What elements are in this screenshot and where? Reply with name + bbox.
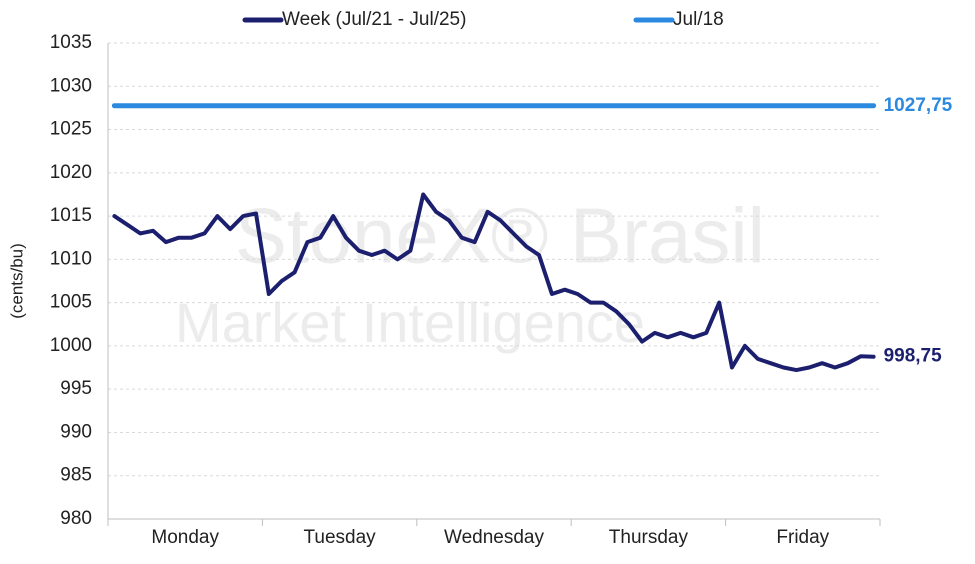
watermark: Market Intelligence — [175, 291, 645, 354]
y-tick-label: 990 — [60, 421, 92, 442]
y-tick-label: 1000 — [50, 335, 92, 356]
y-tick-label: 995 — [60, 378, 92, 399]
y-tick-label: 1010 — [50, 248, 92, 269]
y-tick-label: 1025 — [50, 119, 92, 140]
legend-label: Week (Jul/21 - Jul/25) — [282, 9, 466, 30]
x-tick-label: Tuesday — [304, 527, 377, 548]
y-tick-label: 1035 — [50, 32, 92, 53]
value-label: 998,75 — [884, 346, 943, 367]
y-tick-label: 1030 — [50, 75, 92, 96]
x-tick-label: Monday — [151, 527, 219, 548]
x-tick-label: Thursday — [609, 527, 689, 548]
value-label: 1027,75 — [884, 95, 953, 116]
x-tick-label: Friday — [776, 527, 829, 548]
y-tick-label: 1020 — [50, 162, 92, 183]
series-line — [112, 192, 876, 373]
watermark: StoneX® Brasil — [235, 192, 765, 280]
y-axis-label: (cents/bu) — [7, 243, 26, 319]
y-tick-label: 1005 — [50, 292, 92, 313]
legend-label: Jul/18 — [673, 9, 724, 30]
y-tick-label: 985 — [60, 465, 92, 486]
x-tick-label: Wednesday — [444, 527, 544, 548]
y-tick-label: 1015 — [50, 205, 92, 226]
y-tick-label: 980 — [60, 508, 92, 529]
